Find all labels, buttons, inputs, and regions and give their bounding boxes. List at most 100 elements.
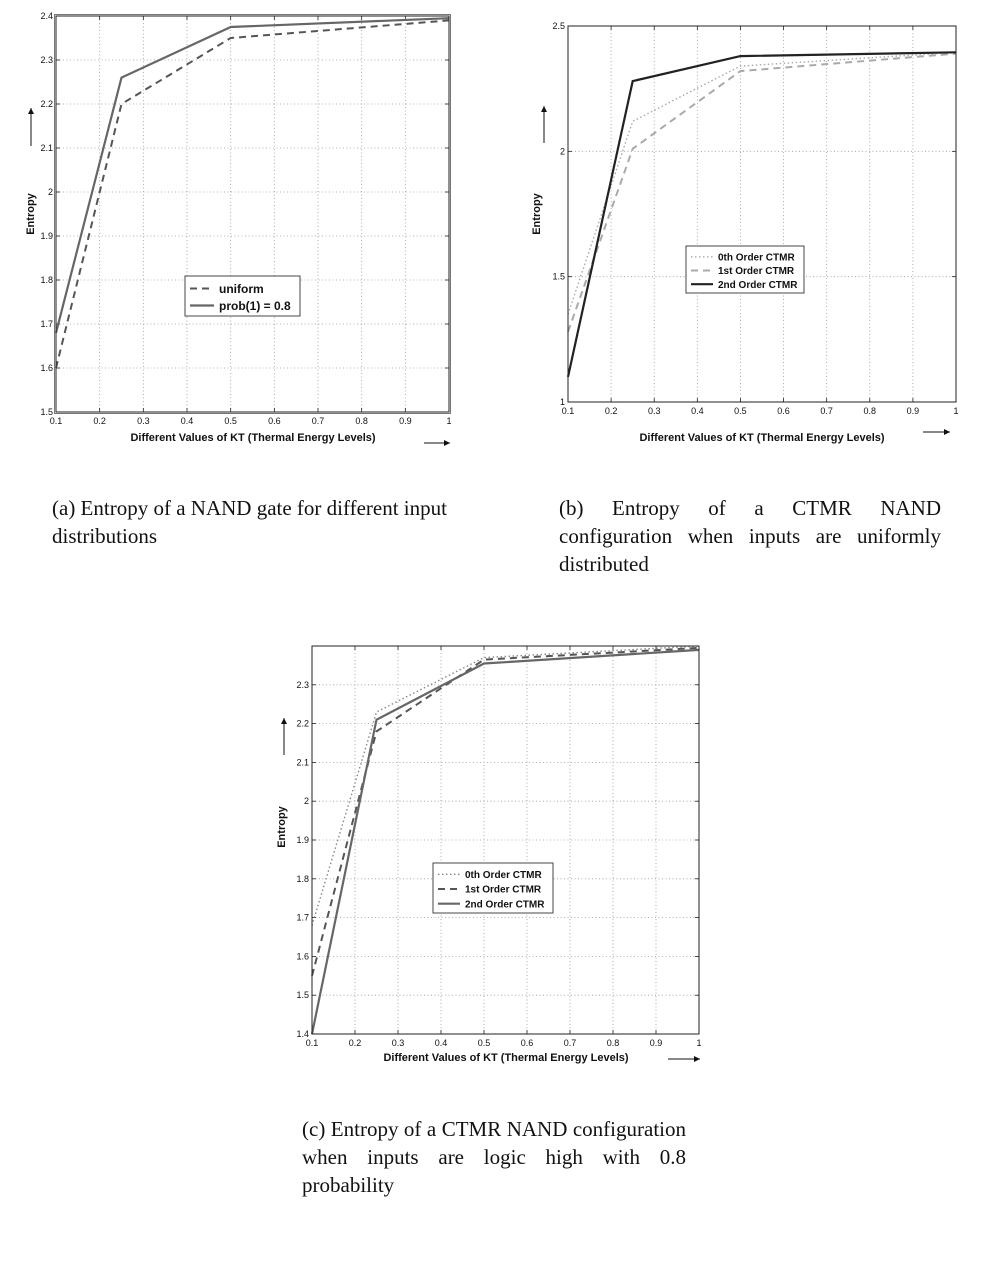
legend-label-3: 2nd Order CTMR <box>465 899 545 910</box>
x-tick-label: 0.6 <box>777 406 790 416</box>
plot-frame <box>567 25 957 403</box>
chart-b-svg: 0.1 0.2 0.3 0.4 0.5 0.6 0.7 0.8 0.9 1 1 1.5 2 2.5 Diff… <box>531 21 959 444</box>
arrow-head <box>944 429 950 435</box>
x-tick-label: 0.9 <box>650 1038 663 1048</box>
y-axis-label: Entropy <box>531 192 543 234</box>
y-tick-label: 1.9 <box>40 231 53 241</box>
x-tick-label: 0.4 <box>435 1038 448 1048</box>
y-tick-label: 1.5 <box>296 990 309 1000</box>
x-tick-label: 0.8 <box>864 406 877 416</box>
series-line-2 <box>567 52 957 333</box>
x-tick-label: 0.7 <box>564 1038 577 1048</box>
x-tick-label: 0.2 <box>349 1038 362 1048</box>
legend-label-2: 1st Order CTMR <box>718 266 795 277</box>
x-tick-label: 0.5 <box>478 1038 491 1048</box>
legend-label-2: 1st Order CTMR <box>465 885 542 896</box>
series-line-2 <box>311 646 700 977</box>
plot-area <box>568 26 956 402</box>
x-tick-label: 0.1 <box>562 406 575 416</box>
legend-label-1: 0th Order CTMR <box>718 252 795 263</box>
series-line-1 <box>567 51 957 315</box>
y-tick-label: 2.1 <box>40 143 53 153</box>
y-tick-label: 1.4 <box>296 1029 309 1039</box>
arrow-head <box>444 440 450 446</box>
chart-a-svg: 0.1 0.2 0.3 0.4 0.5 0.6 0.7 0.8 0.9 1 1.5 1.6 1.7 1.8… <box>25 11 452 446</box>
caption-a: (a) Entropy of a NAND gate for different… <box>52 496 447 548</box>
chart-a: 0.1 0.2 0.3 0.4 0.5 0.6 0.7 0.8 0.9 1 1.5 1.6 1.7 1.8… <box>0 0 470 460</box>
y-tick-label: 2.3 <box>40 55 53 65</box>
y-tick-label: 1.8 <box>40 275 53 285</box>
x-axis-label: Different Values of KT (Thermal Energy L… <box>383 1052 628 1064</box>
y-tick-label: 1.7 <box>40 319 53 329</box>
y-tick-label: 2.2 <box>40 99 53 109</box>
chart-c-svg: 0.1 0.2 0.3 0.4 0.5 0.6 0.7 0.8 0.9 1 1.4 1.5 1.6 1.7… <box>276 645 702 1064</box>
y-axis-arrow-icon <box>28 108 34 146</box>
series-line-1 <box>55 19 450 369</box>
x-tick-label: 0.6 <box>521 1038 534 1048</box>
x-tick-label: 0.2 <box>93 416 106 426</box>
x-tick-label: 0.5 <box>734 406 747 416</box>
x-tick-label: 0.6 <box>268 416 281 426</box>
y-tick-label: 1.9 <box>296 835 309 845</box>
series-line-3 <box>566 51 957 378</box>
y-tick-label: 2 <box>48 187 53 197</box>
x-axis-arrow-icon <box>923 429 950 435</box>
x-tick-label: 1 <box>696 1038 701 1048</box>
y-axis-label: Entropy <box>25 192 37 234</box>
legend: 0th Order CTMR 1st Order CTMR 2nd Order CT… <box>432 862 554 914</box>
y-tick-label: 1.7 <box>296 913 309 923</box>
x-tick-label: 1 <box>446 416 451 426</box>
x-axis-label: Different Values of KT (Thermal Energy L… <box>130 432 375 444</box>
arrow-head <box>541 106 547 112</box>
arrow-head <box>694 1056 700 1062</box>
y-tick-label: 1.5 <box>552 272 565 282</box>
x-tick-label: 0.3 <box>392 1038 405 1048</box>
x-tick-label: 1 <box>953 406 958 416</box>
x-tick-label: 0.8 <box>355 416 368 426</box>
x-tick-label: 0.2 <box>605 406 618 416</box>
plot-frame <box>55 15 450 413</box>
y-axis-arrow-icon <box>281 718 287 755</box>
x-tick-label: 0.9 <box>907 406 920 416</box>
chart-b: 0.1 0.2 0.3 0.4 0.5 0.6 0.7 0.8 0.9 1 1 1.5 2 2.5 Diff… <box>500 0 991 460</box>
x-tick-label: 0.1 <box>50 416 63 426</box>
y-tick-label: 1 <box>560 397 565 407</box>
x-axis-arrow-icon <box>424 440 450 446</box>
x-tick-label: 0.1 <box>306 1038 319 1048</box>
chart-c: 0.1 0.2 0.3 0.4 0.5 0.6 0.7 0.8 0.9 1 1.4 1.5 1.6 1.7… <box>250 620 730 1080</box>
y-tick-label: 2 <box>304 796 309 806</box>
legend: 0th Order CTMR 1st Order CTMR 2nd Order CT… <box>685 245 805 294</box>
y-tick-label: 2 <box>560 146 565 156</box>
x-tick-label: 0.4 <box>691 406 704 416</box>
plot-frame <box>311 645 700 1035</box>
y-axis-arrow-icon <box>541 106 547 143</box>
y-tick-label: 2.4 <box>40 11 53 21</box>
arrow-head <box>281 718 287 724</box>
legend-label-3: 2nd Order CTMR <box>718 280 798 291</box>
x-tick-label: 0.7 <box>820 406 833 416</box>
x-tick-label: 0.4 <box>181 416 194 426</box>
y-tick-label: 1.6 <box>40 363 53 373</box>
series-line-3 <box>310 648 700 1035</box>
legend-label-2: prob(1) = 0.8 <box>219 299 291 313</box>
x-tick-label: 0.3 <box>137 416 150 426</box>
x-axis-arrow-icon <box>668 1056 700 1062</box>
y-tick-label: 2.1 <box>296 757 309 767</box>
x-tick-label: 0.5 <box>224 416 237 426</box>
arrow-head <box>28 108 34 114</box>
y-axis-label: Entropy <box>276 805 288 847</box>
legend-label-1: uniform <box>219 282 264 296</box>
y-tick-label: 1.8 <box>296 874 309 884</box>
x-tick-label: 0.7 <box>312 416 325 426</box>
x-axis-label: Different Values of KT (Thermal Energy L… <box>639 432 884 444</box>
legend: uniform prob(1) = 0.8 <box>184 275 301 317</box>
x-tick-label: 0.8 <box>607 1038 620 1048</box>
x-tick-label: 0.9 <box>399 416 412 426</box>
legend-box <box>184 275 301 317</box>
plot-area <box>56 16 449 412</box>
caption-b: (b) Entropy of a CTMR NAND configuration… <box>559 496 941 576</box>
x-tick-label: 0.3 <box>648 406 661 416</box>
y-tick-label: 1.6 <box>296 951 309 961</box>
y-tick-label: 2.2 <box>296 719 309 729</box>
plot-frame-outer <box>54 14 451 414</box>
